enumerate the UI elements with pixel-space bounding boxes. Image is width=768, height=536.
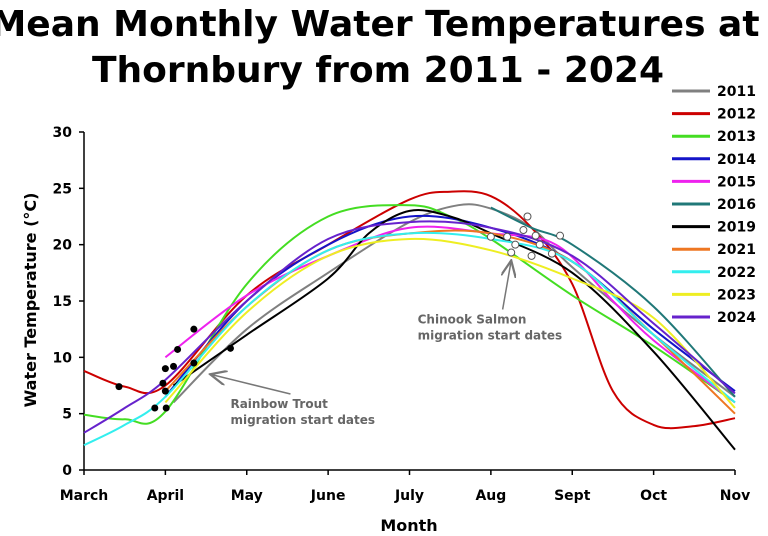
series-line-2022: [83, 231, 736, 447]
x-tick-label: March: [60, 488, 109, 504]
salmon-migration-point: [547, 249, 556, 258]
y-tick-label: 30: [53, 125, 73, 141]
y-tick-label: 5: [62, 407, 72, 423]
trout-migration-point: [151, 404, 159, 412]
legend-label: 2011: [717, 84, 756, 100]
chart-title-line2: Thornbury from 2011 - 2024: [92, 50, 664, 91]
trout-migration-point: [190, 325, 198, 333]
legend: 2011 2012 2013 2014 2015 2016 2019 2021 2022 2023…: [672, 84, 756, 326]
salmon-migration-point: [503, 232, 512, 241]
annotation-text: Rainbow Trout: [230, 397, 328, 411]
legend-label: 2019: [717, 220, 756, 236]
annotation-arrow: [503, 260, 512, 310]
series-line-2019: [172, 209, 736, 451]
y-tick-label: 20: [53, 238, 73, 254]
series-line-2012: [83, 190, 736, 430]
migration-markers: [115, 212, 565, 412]
series-line-2023: [164, 237, 736, 409]
annotation-arrow: [210, 374, 291, 395]
trout-migration-point: [161, 387, 169, 395]
trout-migration-point: [162, 404, 170, 412]
salmon-migration-point: [531, 231, 540, 240]
x-tick-label: Oct: [640, 488, 667, 504]
x-tick-label: May: [231, 488, 263, 504]
y-tick-label: 10: [53, 350, 73, 366]
series-lines: [83, 190, 736, 451]
y-tick-label: 0: [62, 463, 72, 479]
x-tick-label: July: [394, 488, 424, 504]
trout-migration-point: [159, 379, 167, 387]
annotation-text: migration start dates: [230, 413, 375, 427]
series-line-2024: [83, 220, 736, 434]
legend-label: 2012: [717, 107, 756, 123]
chart-title-line1: Mean Monthly Water Temperatures at: [0, 4, 760, 45]
y-axis-title: Water Temperature (°C): [21, 193, 40, 408]
salmon-migration-point: [535, 240, 544, 249]
annotations: Rainbow Trout migration start dates Chinoo…: [210, 260, 562, 427]
x-tick-label: Aug: [475, 488, 506, 504]
trout-migration-point: [226, 344, 234, 352]
annotation-text: Chinook Salmon: [418, 313, 527, 327]
salmon-migration-point: [507, 248, 516, 257]
salmon-migration-point: [486, 232, 495, 241]
legend-label: 2014: [717, 152, 756, 168]
trout-migration-point: [170, 362, 178, 370]
salmon-migration-point: [511, 240, 520, 249]
salmon-migration-point: [523, 212, 532, 221]
trout-migration-point: [190, 359, 198, 367]
legend-label: 2024: [717, 310, 756, 326]
series-line-2016: [490, 206, 736, 398]
legend-label: 2021: [717, 242, 756, 258]
legend-label: 2013: [717, 129, 756, 145]
x-tick-label: April: [147, 488, 184, 504]
salmon-migration-point: [527, 251, 536, 260]
trout-migration-point: [161, 365, 169, 373]
y-tick-label: 25: [53, 181, 72, 197]
legend-label: 2016: [717, 197, 756, 213]
x-axis-title: Month: [380, 516, 437, 535]
legend-label: 2022: [717, 265, 756, 281]
annotation-text: migration start dates: [418, 329, 563, 343]
series-line-2013: [83, 204, 736, 425]
salmon-migration-point: [519, 226, 528, 235]
legend-label: 2015: [717, 174, 756, 190]
axes: 0 5 10 15 20 25 30 March April May June July Aug Sept…: [53, 125, 751, 504]
trout-migration-point: [174, 345, 182, 353]
trout-migration-point: [115, 383, 123, 391]
x-tick-label: Sept: [554, 488, 591, 504]
x-tick-label: Nov: [720, 488, 750, 504]
y-tick-label: 15: [53, 294, 72, 310]
x-tick-label: June: [310, 488, 346, 504]
legend-label: 2023: [717, 287, 756, 303]
series-line-2011: [172, 203, 736, 404]
salmon-migration-point: [556, 231, 565, 240]
